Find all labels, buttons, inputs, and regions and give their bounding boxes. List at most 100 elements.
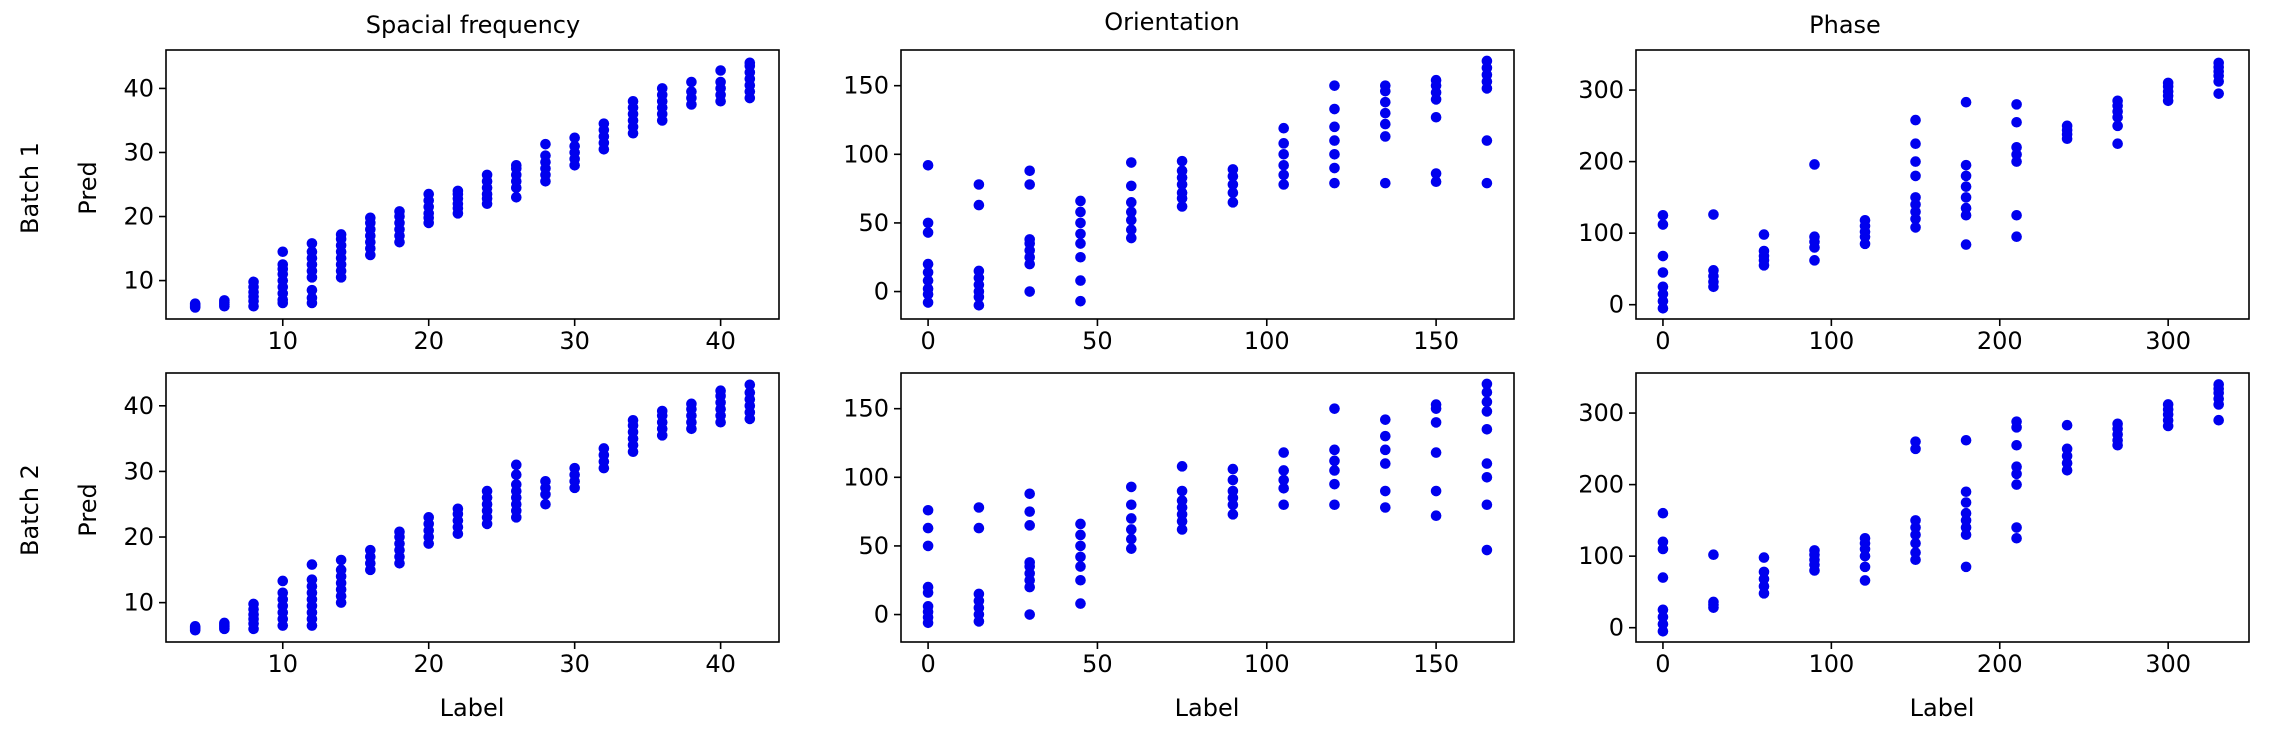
column-title-orientation: Orientation [1104, 8, 1240, 36]
panel-batch-1-spacial-frequency-y-tick-label: 20 [123, 203, 154, 231]
panel-batch-1-spacial-frequency-y-tick-label: 40 [123, 74, 154, 102]
panel-batch-2-orientation-point [973, 502, 985, 513]
panel-batch-1-orientation-point [1329, 162, 1340, 174]
panel-batch-2-orientation-point [1227, 463, 1239, 475]
panel-batch-1-orientation-point [1126, 224, 1137, 236]
panel-batch-2-orientation-point [1278, 447, 1289, 458]
panel-batch-1-orientation-point [922, 267, 934, 278]
panel-batch-2-spacial-frequency-point [686, 398, 697, 410]
panel-batch-2-orientation-point [1075, 598, 1086, 609]
panel-batch-1-spacial-frequency-point [306, 292, 318, 304]
panel-batch-1-orientation-point [1075, 275, 1086, 286]
panel-batch-1-phase-point [1859, 214, 1871, 226]
panel-batch-2-phase-point [2061, 419, 2073, 431]
panel-batch-2-spacial-frequency-point [365, 544, 376, 556]
panel-batch-2-orientation-y-tick-label: 0 [874, 601, 889, 629]
panel-batch-2-orientation-point [1380, 430, 1391, 442]
row-label-batch-1: Batch 1 [16, 142, 44, 234]
panel-batch-2-spacial-frequency-point [335, 554, 347, 566]
panel-batch-2-orientation-point [1075, 529, 1086, 541]
panel-batch-2-orientation-point [1176, 524, 1188, 535]
panel-batch-1-orientation-point [1380, 118, 1391, 130]
panel-batch-1-spacial-frequency-point [306, 246, 318, 258]
panel-batch-2-orientation: 0 50 100 150 0 50 100 150 [843, 372, 1515, 678]
panel-batch-2-orientation-point [1481, 458, 1493, 469]
panel-batch-1-orientation-point [1075, 206, 1086, 218]
panel-batch-2-phase-point [1960, 507, 1972, 519]
panel-batch-2-spacial-frequency-y-tick-label: 10 [123, 589, 154, 617]
panel-batch-1-orientation-point [973, 199, 985, 211]
panel-batch-2-spacial-frequency-point [306, 574, 318, 585]
panel-batch-2-spacial-frequency-point [248, 598, 259, 610]
panel-batch-2-phase-point [1657, 572, 1669, 583]
panel-batch-1-phase-point [2011, 99, 2022, 110]
x-axis-label-orientation: Label [1175, 694, 1240, 722]
panel-batch-2-phase-x-tick-label: 0 [1655, 650, 1670, 678]
panel-batch-1-spacial-frequency-point [686, 76, 697, 88]
panel-batch-1-spacial-frequency-point [365, 212, 376, 224]
panel-batch-2-spacial-frequency-point [540, 475, 551, 487]
panel-batch-1-spacial-frequency-point [306, 238, 318, 249]
panel-batch-2-spacial-frequency-point [510, 469, 522, 481]
panel-batch-2-spacial-frequency-point [744, 379, 756, 391]
panel-batch-1-phase-point [2213, 88, 2224, 99]
panel-batch-2-spacial-frequency-point [627, 414, 639, 426]
panel-batch-2-spacial-frequency-x-tick-label: 30 [559, 650, 590, 678]
panel-batch-2-phase-point [2011, 479, 2022, 490]
panel-batch-1-phase-y-tick-label: 200 [1578, 148, 1624, 176]
y-axis-label-batch-1: Pred [74, 161, 102, 214]
panel-batch-2-phase-frame [1635, 372, 2250, 643]
panel-batch-2-phase-point [1859, 532, 1871, 544]
panel-batch-1-phase-point [1960, 181, 1972, 192]
panel-batch-2-orientation-point [1126, 533, 1137, 545]
panel-batch-1-orientation-point [922, 275, 934, 286]
panel-batch-2-orientation-point [1329, 403, 1340, 414]
panel-batch-1-spacial-frequency-point [510, 192, 522, 203]
panel-batch-1-orientation-point [1380, 80, 1391, 91]
panel-batch-1-orientation-point [922, 227, 934, 238]
panel-batch-2-orientation-point [1176, 461, 1188, 472]
panel-batch-2-orientation-point [973, 588, 985, 600]
panel-batch-2-orientation-point [1176, 495, 1188, 506]
panel-batch-2-phase-point [2213, 414, 2224, 426]
panel-batch-2-orientation-point [1227, 474, 1239, 486]
panel-batch-1-spacial-frequency-point [335, 229, 347, 240]
panel-batch-1-spacial-frequency: 10 20 30 40 10 20 30 40 [123, 49, 780, 355]
panel-batch-2-orientation-point [1481, 423, 1493, 435]
panel-batch-1-phase-point [1960, 202, 1972, 214]
panel-batch-2-phase-point [1960, 434, 1972, 446]
panel-batch-1-orientation-point [1075, 228, 1086, 240]
panel-batch-1-phase-point [1910, 222, 1921, 233]
panel-batch-1-phase-point [1758, 229, 1770, 240]
panel-batch-2-spacial-frequency: 10 20 30 40 10 20 30 40 [123, 372, 780, 678]
panel-batch-1-orientation-point [1126, 180, 1137, 192]
panel-batch-2-spacial-frequency-point [277, 575, 289, 587]
panel-batch-2-orientation-x-tick-label: 100 [1244, 650, 1290, 678]
panel-batch-1-spacial-frequency-point [656, 83, 668, 94]
panel-batch-2-orientation-point [1278, 474, 1289, 486]
panel-batch-2-spacial-frequency-point [540, 498, 551, 510]
panel-batch-2-orientation-point [1126, 513, 1137, 524]
panel-batch-2-spacial-frequency-point [335, 564, 347, 576]
panel-batch-2-phase-y-tick-label: 0 [1609, 614, 1624, 642]
panel-batch-1-phase-x-tick-label: 300 [2145, 327, 2191, 355]
panel-batch-2-spacial-frequency-point [510, 459, 522, 471]
panel-batch-1-phase-point [1809, 255, 1820, 266]
panel-batch-1-phase-point [2162, 77, 2174, 89]
panel-batch-1-phase-point [1708, 265, 1719, 276]
panel-batch-2-orientation-x-tick-label: 50 [1082, 650, 1113, 678]
panel-batch-1-orientation-point [1430, 111, 1442, 123]
panel-batch-2-orientation-point [1075, 540, 1086, 552]
panel-batch-1-orientation-point [1227, 197, 1239, 208]
panel-batch-2-phase: 0 100 200 300 0 100 200 300 [1578, 372, 2250, 678]
panel-batch-2-orientation-x-tick-label: 150 [1413, 650, 1459, 678]
panel-batch-1-phase-point [2061, 120, 2073, 132]
panel-batch-1-phase-point [1910, 138, 1921, 150]
panel-batch-1-orientation-x-tick-label: 150 [1413, 327, 1459, 355]
panel-batch-2-phase-point [1758, 566, 1770, 578]
panel-batch-2-orientation-point [1481, 544, 1493, 556]
panel-batch-1-orientation-point [1329, 121, 1340, 133]
panel-batch-1-orientation-point [1227, 179, 1239, 190]
panel-batch-2-phase-point [2213, 379, 2224, 390]
